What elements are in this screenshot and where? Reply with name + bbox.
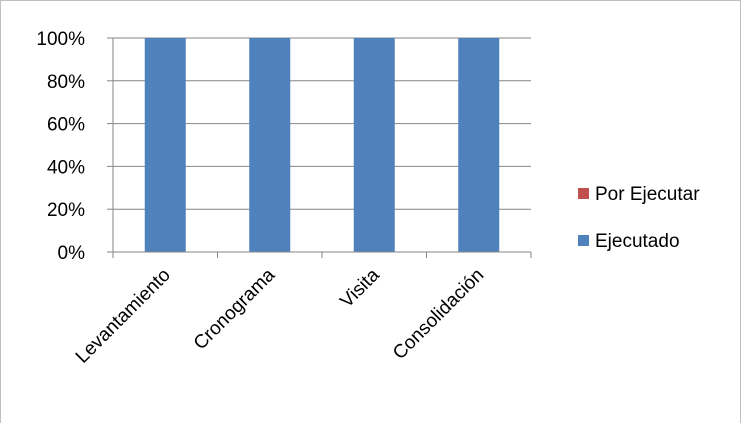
legend-item: Por Ejecutar [578, 184, 700, 205]
legend-item: Ejecutado [578, 231, 680, 252]
bars [144, 38, 500, 252]
bar-ejecutado [353, 38, 395, 252]
legend-label: Ejecutado [595, 231, 680, 252]
bar-ejecutado [458, 38, 500, 252]
axes [107, 37, 532, 258]
x-tick-label: Visita [336, 264, 384, 312]
y-tick-label: 60% [47, 115, 85, 136]
y-tick-labels: 0% 20% 40% 60% 80% 100% [36, 29, 85, 264]
x-tick-labels: Levantamiento Cronograma Visita Consolidaci… [72, 264, 488, 367]
y-tick-label: 80% [47, 72, 85, 93]
legend-swatch [578, 188, 589, 199]
x-tick-label: Consolidación [389, 265, 488, 364]
legend: Por Ejecutar Ejecutado [578, 184, 700, 252]
y-tick-label: 0% [58, 243, 86, 264]
x-tick-label: Levantamiento [72, 265, 175, 368]
bar-ejecutado [144, 38, 186, 252]
y-tick-label: 40% [47, 157, 85, 178]
legend-swatch [578, 235, 589, 246]
x-tick-label: Cronograma [190, 264, 280, 354]
legend-label: Por Ejecutar [595, 184, 700, 205]
y-tick-label: 20% [47, 200, 85, 221]
bar-ejecutado [249, 38, 291, 252]
y-tick-label: 100% [36, 29, 85, 50]
